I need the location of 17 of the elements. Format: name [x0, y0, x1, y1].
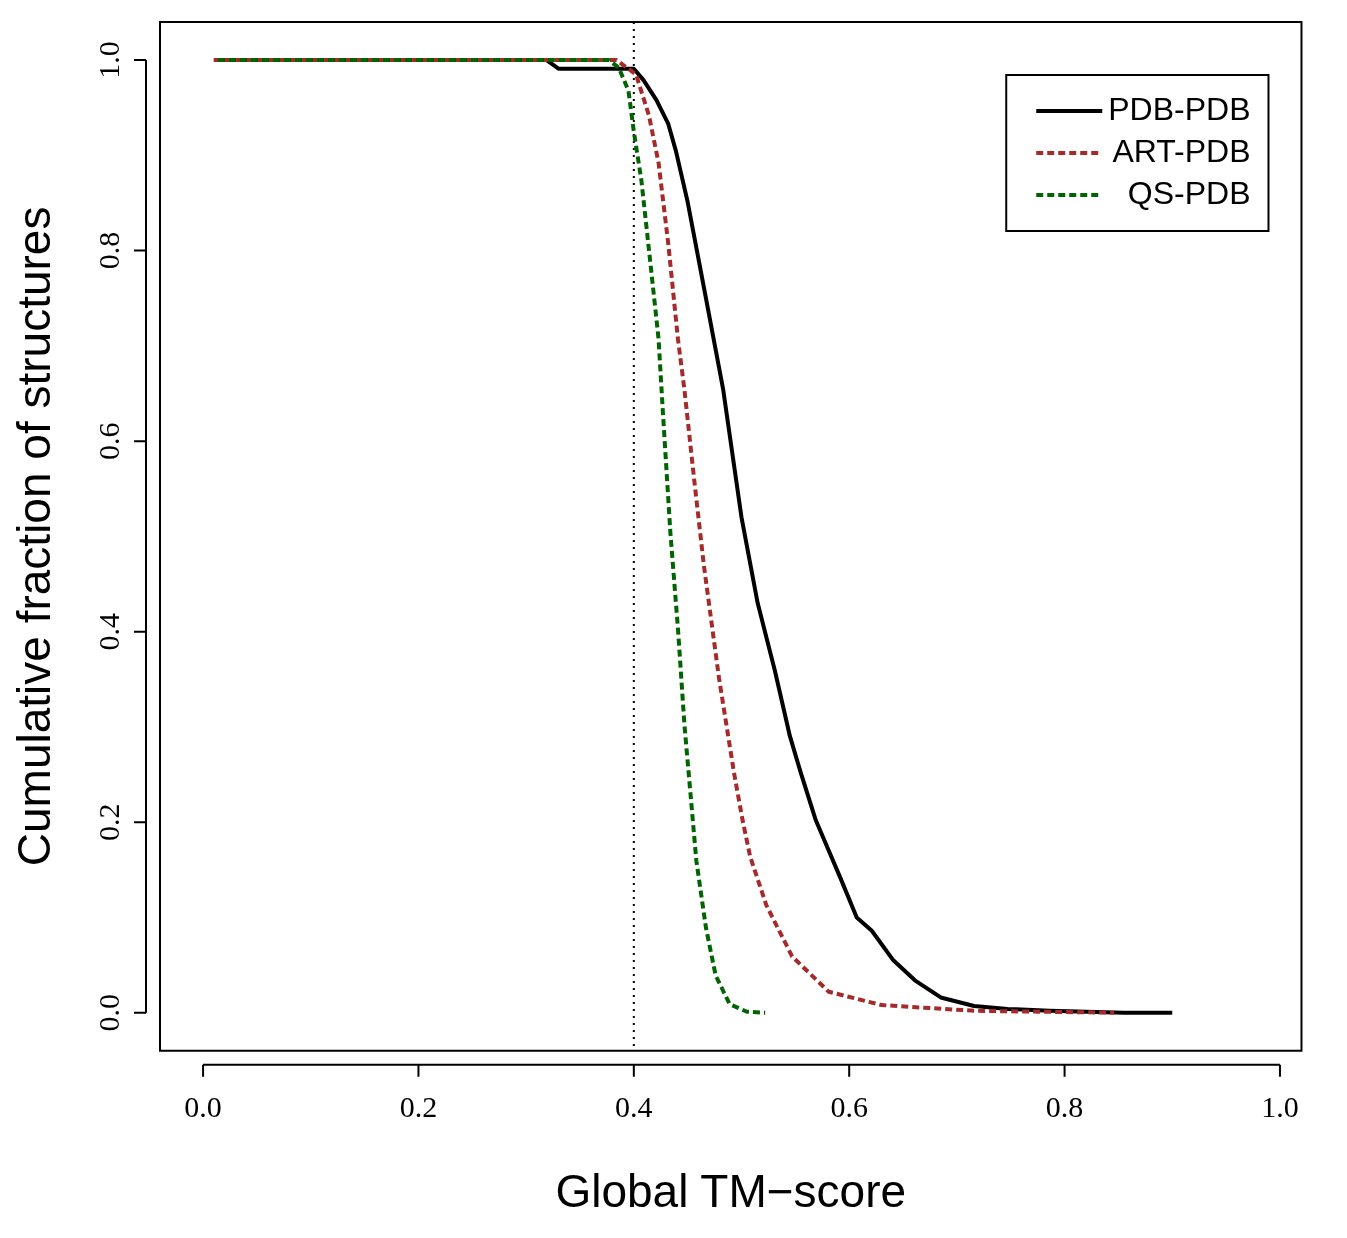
x-tick-label: 0.8 — [1045, 1089, 1084, 1123]
legend-label: QS-PDB — [1127, 174, 1251, 211]
y-tick-label: 0.6 — [91, 422, 125, 460]
legend-label: ART-PDB — [1112, 132, 1251, 169]
y-tick-label: 0.4 — [91, 612, 125, 651]
legend-label: PDB-PDB — [1108, 90, 1251, 127]
x-tick-label: 0.4 — [615, 1089, 653, 1123]
x-axis-title: Global TM−score — [555, 1165, 907, 1218]
x-tick-label: 0.6 — [830, 1089, 868, 1123]
y-tick-label: 1.0 — [91, 41, 125, 79]
y-tick-label: 0.0 — [91, 993, 125, 1032]
y-tick-label: 0.2 — [91, 803, 125, 841]
x-tick-label: 0.0 — [184, 1089, 222, 1123]
x-tick-label: 1.0 — [1261, 1089, 1299, 1123]
x-tick-label: 0.2 — [399, 1089, 438, 1123]
y-tick-label: 0.8 — [91, 231, 125, 270]
y-axis-title: Cumulative fraction of structures — [7, 206, 60, 867]
